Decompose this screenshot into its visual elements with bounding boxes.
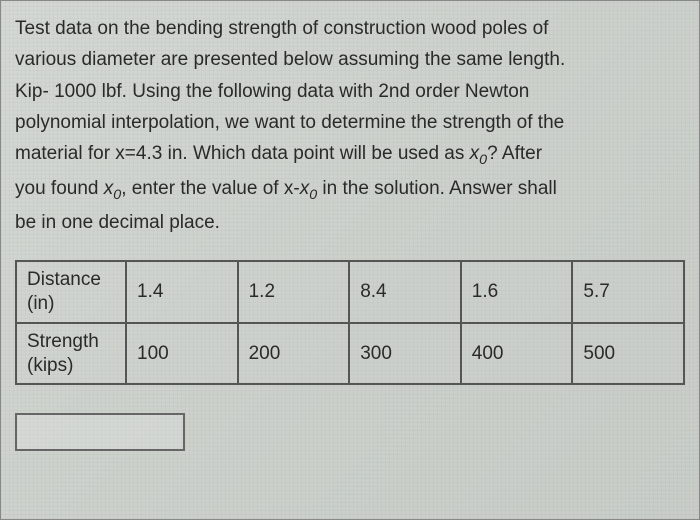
table-cell: 300 <box>349 323 461 385</box>
text-line: polynomial interpolation, we want to det… <box>15 112 564 133</box>
table-cell: 1.4 <box>126 261 238 323</box>
var-x0: x0 <box>470 143 487 164</box>
text-line: Test data on the bending strength of con… <box>15 18 548 39</box>
table-cell: 400 <box>461 323 573 385</box>
header-label: (kips) <box>27 355 73 376</box>
table-cell: 200 <box>238 323 350 385</box>
row-header-distance: Distance (in) <box>16 261 126 323</box>
text-line: ? After <box>487 143 542 164</box>
header-label: Distance <box>27 269 101 290</box>
text-line: various diameter are presented below ass… <box>15 49 565 70</box>
text-line: , enter the value of x- <box>121 178 300 199</box>
var-x0: x0 <box>104 178 121 199</box>
table-row: Distance (in) 1.4 1.2 8.4 1.6 5.7 <box>16 261 684 323</box>
header-label: (in) <box>27 293 54 314</box>
text-line: in the solution. Answer shall <box>317 178 557 199</box>
text-line: Kip- 1000 lbf. Using the following data … <box>15 81 529 102</box>
table-cell: 100 <box>126 323 238 385</box>
data-table: Distance (in) 1.4 1.2 8.4 1.6 5.7 Streng… <box>15 260 685 385</box>
answer-input[interactable] <box>15 413 185 451</box>
table-row: Strength (kips) 100 200 300 400 500 <box>16 323 684 385</box>
table-cell: 1.6 <box>461 261 573 323</box>
question-panel: Test data on the bending strength of con… <box>0 0 700 520</box>
text-line: material for x=4.3 in. Which data point … <box>15 143 470 164</box>
text-line: you found <box>15 178 104 199</box>
row-header-strength: Strength (kips) <box>16 323 126 385</box>
table-cell: 8.4 <box>349 261 461 323</box>
table-cell: 5.7 <box>572 261 684 323</box>
problem-statement: Test data on the bending strength of con… <box>15 13 685 238</box>
header-label: Strength <box>27 331 99 352</box>
table-cell: 1.2 <box>238 261 350 323</box>
var-x0: x0 <box>300 178 317 199</box>
table-cell: 500 <box>572 323 684 385</box>
text-line: be in one decimal place. <box>15 212 220 233</box>
